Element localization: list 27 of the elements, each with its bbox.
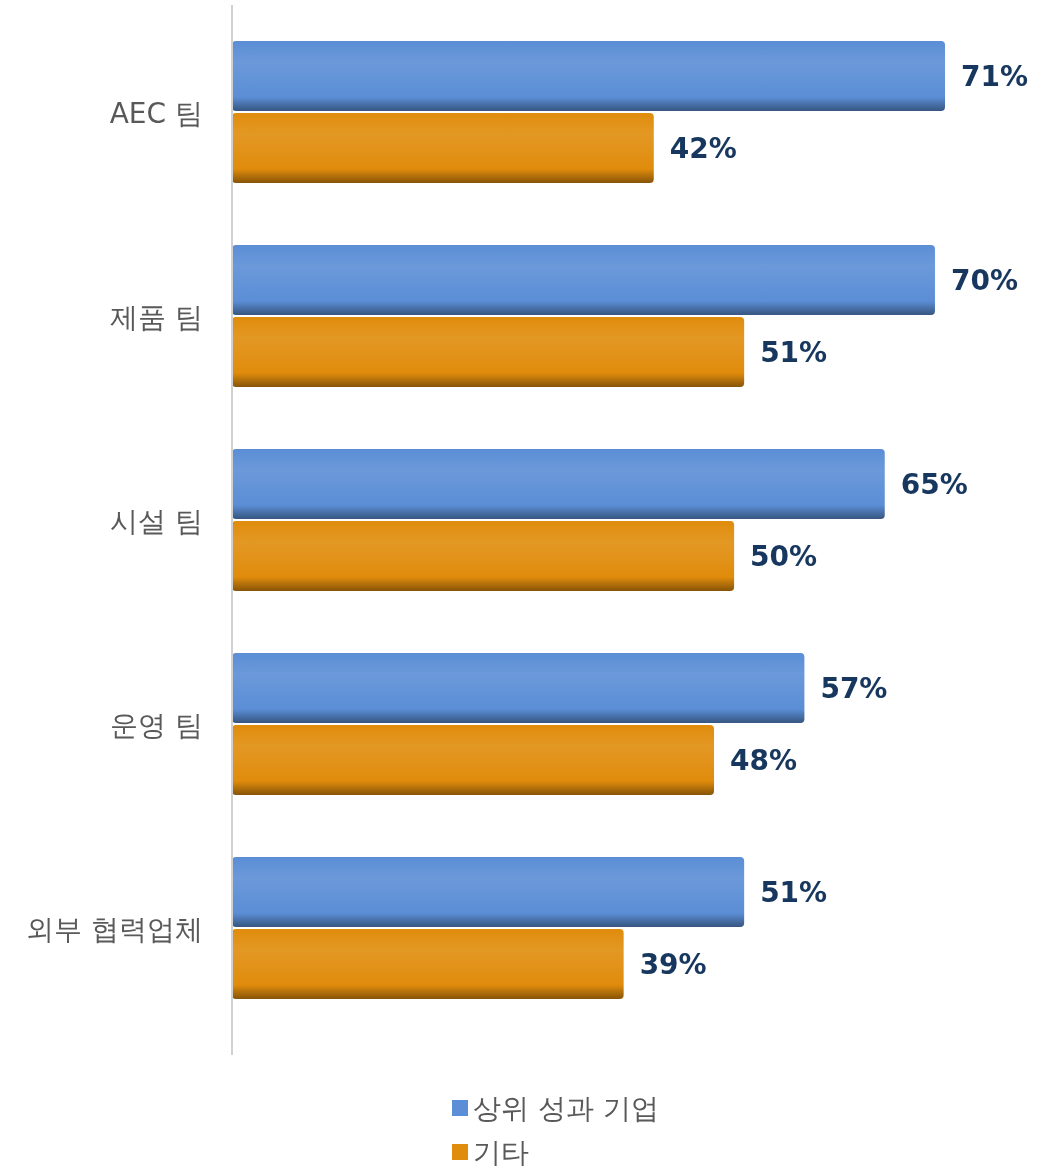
bar [232,41,945,111]
y-tick-label: 운영 팀 [110,709,203,742]
y-tick-label: 제품 팀 [110,301,203,334]
bar [232,653,805,723]
bar [232,857,745,927]
data-label: 39% [639,948,707,981]
data-label: 50% [750,540,818,573]
y-tick-label: 외부 협력업체 [26,913,203,946]
bar [232,929,624,999]
y-tick-label: 시설 팀 [110,505,203,538]
legend-label: 상위 성과 기업 [473,1092,659,1125]
data-label: 70% [950,264,1018,297]
y-tick-label: AEC 팀 [109,97,203,130]
bar [232,245,935,315]
data-label: 57% [820,672,888,705]
bar [232,317,745,387]
data-label: 42% [669,132,737,165]
bar [232,113,654,183]
data-label: 71% [961,60,1029,93]
data-label: 51% [760,336,828,369]
data-label: 48% [730,744,798,777]
bar [232,521,735,591]
legend-label: 기타 [473,1136,529,1167]
bar [232,725,715,795]
bar [232,449,885,519]
data-label: 51% [760,876,828,909]
data-label: 65% [900,468,968,501]
